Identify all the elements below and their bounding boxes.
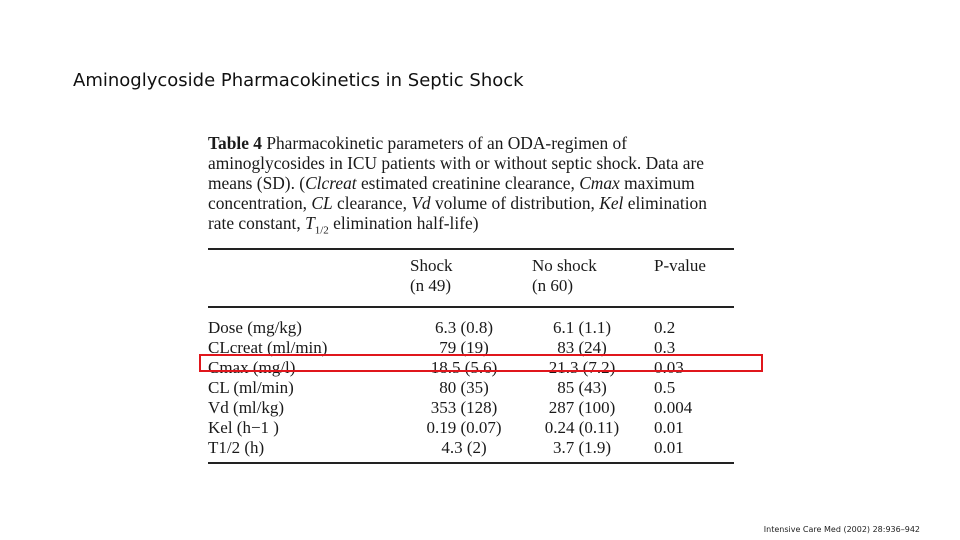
table-row-vd: Vd (ml/kg) 353 (128) 287 (100) 0.004	[208, 398, 734, 418]
citation: Intensive Care Med (2002) 28:936–942	[763, 525, 920, 534]
p-value: 0.3	[654, 338, 676, 358]
param-label: CLcreat (ml/min)	[208, 338, 328, 358]
table-header: Shock (n 49) No shock (n 60) P-value	[208, 256, 734, 299]
table-row-cl: CL (ml/min) 80 (35) 85 (43) 0.5	[208, 378, 734, 398]
shock-value: 6.3 (0.8)	[434, 318, 494, 338]
param-label: Vd (ml/kg)	[208, 398, 285, 418]
table-row-t-half: T1/2 (h) 4.3 (2) 3.7 (1.9) 0.01	[208, 438, 734, 458]
no-shock-value: 3.7 (1.9)	[552, 438, 612, 458]
table-figure: Table 4 Pharmacokinetic parameters of an…	[208, 133, 734, 465]
header-p-value-name: P-value	[654, 256, 706, 276]
header-no-shock-n: (n 60)	[532, 276, 574, 296]
header-p-value: P-value	[654, 256, 706, 276]
param-label: Kel (h−1 )	[208, 418, 279, 438]
p-value: 0.004	[654, 398, 693, 418]
header-shock: Shock (n 49)	[410, 256, 453, 296]
no-shock-value: 287 (100)	[548, 398, 616, 418]
param-label: Cmax (mg/l)	[208, 358, 296, 378]
param-label: T1/2 (h)	[208, 438, 265, 458]
table-caption-label: Table 4	[208, 133, 262, 153]
no-shock-value: 21.3 (7.2)	[548, 358, 616, 378]
shock-value: 18.5 (5.6)	[430, 358, 498, 378]
table-header-rule	[208, 306, 734, 309]
no-shock-value: 83 (24)	[557, 338, 607, 358]
shock-value: 0.19 (0.07)	[426, 418, 502, 438]
header-no-shock: No shock (n 60)	[532, 256, 597, 296]
p-value: 0.2	[654, 318, 676, 338]
table-row-cmax: Cmax (mg/l) 18.5 (5.6) 21.3 (7.2) 0.03	[208, 358, 734, 378]
slide-title: Aminoglycoside Pharmacokinetics in Septi…	[73, 70, 524, 91]
table-top-rule	[208, 248, 734, 251]
table-row-clcreat: CLcreat (ml/min) 79 (19) 83 (24) 0.3	[208, 338, 734, 358]
shock-value: 4.3 (2)	[441, 438, 487, 458]
shock-value: 353 (128)	[430, 398, 498, 418]
table-row-dose: Dose (mg/kg) 6.3 (0.8) 6.1 (1.1) 0.2	[208, 318, 734, 338]
table-body: Dose (mg/kg) 6.3 (0.8) 6.1 (1.1) 0.2 CLc…	[208, 318, 734, 458]
header-no-shock-name: No shock	[532, 256, 597, 276]
no-shock-value: 0.24 (0.11)	[544, 418, 620, 438]
table-caption: Table 4 Pharmacokinetic parameters of an…	[208, 133, 707, 237]
p-value: 0.03	[654, 358, 684, 378]
p-value: 0.01	[654, 438, 684, 458]
p-value: 0.01	[654, 418, 684, 438]
table-bottom-rule	[208, 462, 734, 465]
shock-value: 80 (35)	[439, 378, 489, 398]
param-label: Dose (mg/kg)	[208, 318, 302, 338]
shock-value: 79 (19)	[439, 338, 489, 358]
param-label: CL (ml/min)	[208, 378, 294, 398]
header-shock-n: (n 49)	[410, 276, 452, 296]
cmax-highlight-box	[199, 354, 763, 372]
table-row-kel: Kel (h−1 ) 0.19 (0.07) 0.24 (0.11) 0.01	[208, 418, 734, 438]
no-shock-value: 85 (43)	[557, 378, 607, 398]
header-shock-name: Shock	[410, 256, 453, 276]
p-value: 0.5	[654, 378, 676, 398]
no-shock-value: 6.1 (1.1)	[552, 318, 612, 338]
